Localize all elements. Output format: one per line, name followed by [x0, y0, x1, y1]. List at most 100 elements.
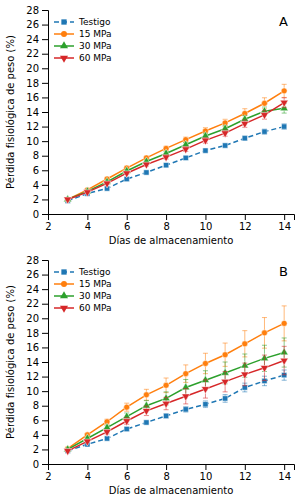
legend-label: Testigo	[78, 267, 111, 277]
series	[64, 98, 289, 204]
series	[64, 338, 289, 452]
y-tick-mark	[42, 362, 48, 363]
series	[65, 306, 287, 452]
marker	[201, 387, 209, 394]
marker	[242, 136, 247, 141]
x-tick-mark	[87, 214, 88, 220]
marker	[280, 100, 288, 107]
x-tick-label: 6	[124, 471, 130, 482]
x-tick-mark	[127, 214, 128, 220]
y-tick: 20	[26, 313, 48, 324]
marker	[163, 163, 168, 168]
marker	[203, 148, 208, 153]
marker	[241, 121, 249, 128]
y-tick-label: 4	[33, 180, 39, 191]
y-tick-mark	[42, 97, 48, 98]
x-tick-label: 2	[45, 471, 51, 482]
y-tick-mark	[42, 112, 48, 113]
y-tick-label: 22	[26, 48, 39, 59]
y-tick-label: 10	[26, 136, 39, 147]
y-tick-label: 4	[33, 430, 39, 441]
y-tick-label: 14	[26, 107, 39, 118]
series-line	[68, 91, 284, 200]
y-tick-mark	[42, 83, 48, 84]
marker	[183, 407, 188, 412]
marker	[182, 394, 190, 401]
x-tick-label: 12	[239, 221, 252, 232]
x-axis-title: Días de almacenamiento	[109, 485, 234, 496]
y-tick-mark	[42, 156, 48, 157]
y-tick-mark	[42, 185, 48, 186]
x-tick-label: 14	[278, 471, 291, 482]
marker	[124, 426, 129, 431]
y-tick-mark	[42, 39, 48, 40]
panel: 24681012140246810121416182022242628Días …	[5, 5, 295, 246]
y-tick-label: 8	[33, 400, 39, 411]
x-tick: 8	[163, 464, 169, 482]
error-bar	[203, 149, 208, 153]
x-axis-line	[49, 215, 295, 221]
y-tick-label: 12	[26, 121, 39, 132]
error-bar	[223, 395, 228, 403]
x-tick-mark	[87, 464, 88, 470]
y-tick-label: 14	[26, 357, 39, 368]
y-tick-mark	[42, 318, 48, 319]
marker	[64, 449, 72, 456]
legend-item: Testigo	[54, 17, 111, 27]
x-tick: 14	[278, 214, 291, 232]
y-tick-mark	[42, 377, 48, 378]
marker	[64, 197, 72, 204]
y-axis-line	[42, 11, 49, 215]
y-tick: 4	[33, 180, 48, 191]
y-tick: 8	[33, 150, 48, 161]
x-tick-mark	[245, 464, 246, 470]
y-tick-label: 16	[26, 92, 39, 103]
x-axis: 2468101214	[45, 214, 294, 232]
marker	[182, 140, 190, 147]
y-tick: 20	[26, 63, 48, 74]
marker	[144, 170, 149, 175]
error-bar	[223, 143, 228, 147]
legend-symbol	[61, 19, 66, 24]
marker	[103, 423, 111, 430]
x-tick: 6	[124, 214, 130, 232]
y-tick: 28	[26, 255, 48, 266]
legend-label: 60 MPa	[79, 303, 112, 313]
y-tick: 22	[26, 48, 48, 59]
y-tick-label: 20	[26, 63, 39, 74]
legend-symbol	[60, 41, 68, 48]
y-tick: 6	[33, 415, 48, 426]
y-tick-label: 12	[26, 371, 39, 382]
marker	[162, 155, 170, 162]
series	[65, 124, 287, 204]
marker	[242, 341, 248, 347]
marker	[124, 404, 130, 410]
legend-label: 60 MPa	[79, 53, 112, 63]
chart: 24681012140246810121416182022242628Días …	[0, 0, 304, 500]
y-tick-label: 24	[26, 284, 39, 295]
y-tick-mark	[42, 304, 48, 305]
error-bar	[262, 129, 267, 134]
marker	[261, 330, 267, 336]
legend-item: 60 MPa	[54, 53, 112, 63]
panel-label: B	[279, 264, 288, 279]
y-tick-mark	[42, 435, 48, 436]
series	[64, 346, 289, 455]
y-tick-mark	[42, 54, 48, 55]
y-tick-label: 28	[26, 255, 39, 266]
x-tick: 2	[45, 464, 51, 482]
legend-label: 15 MPa	[79, 29, 112, 39]
y-tick: 14	[26, 357, 48, 368]
error-bar	[183, 407, 188, 413]
y-tick: 0	[33, 459, 48, 470]
y-tick-mark	[42, 464, 48, 465]
y-tick-mark	[42, 289, 48, 290]
x-axis: 2468101214	[45, 464, 294, 482]
marker	[201, 138, 209, 145]
x-tick-label: 10	[200, 471, 213, 482]
y-tick-label: 6	[33, 415, 39, 426]
error-bar	[144, 389, 149, 400]
y-tick-mark	[42, 347, 48, 348]
marker	[182, 147, 190, 154]
x-tick: 4	[85, 464, 91, 482]
